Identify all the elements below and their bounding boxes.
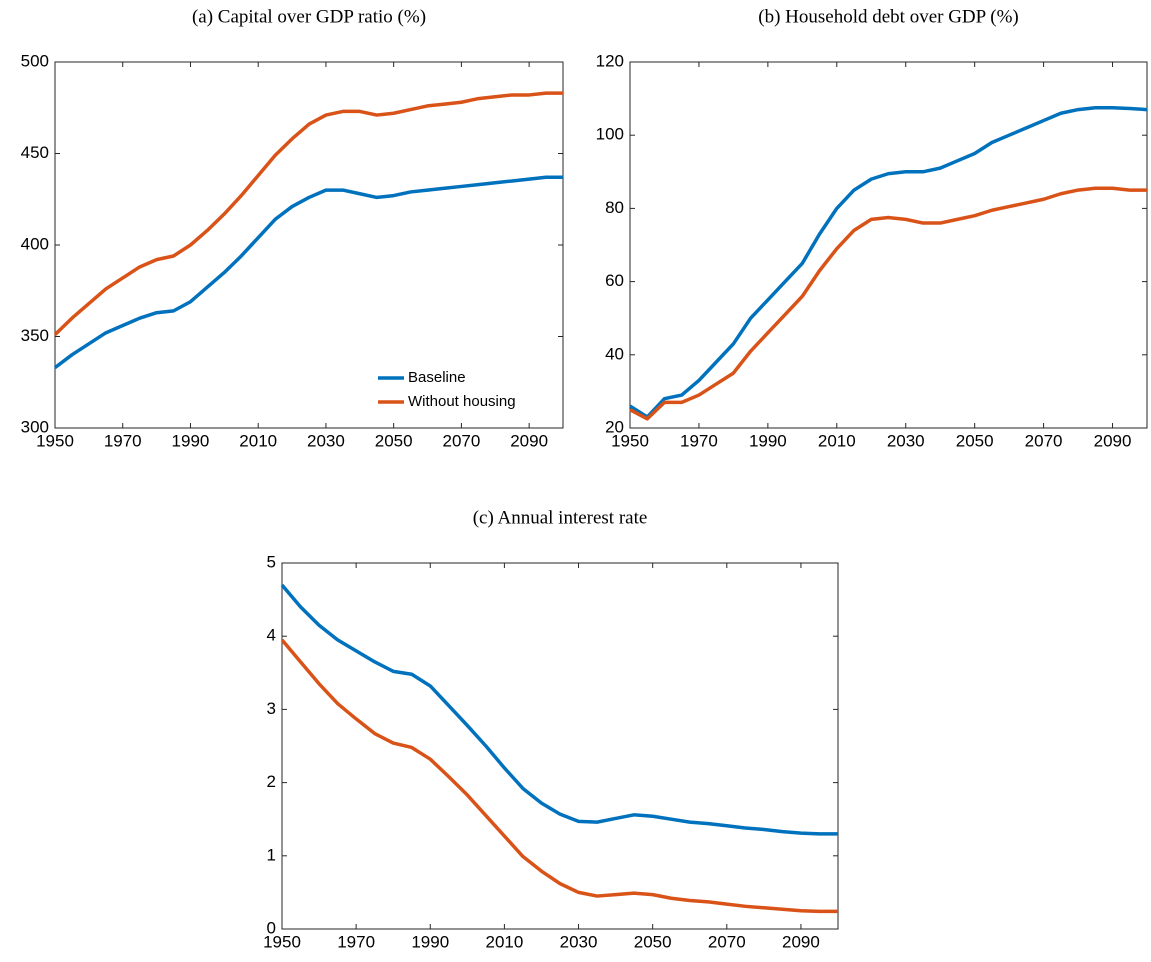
panel: (c) Annual interest rate 0 1 2 3 4 5 1950 1970 19… <box>263 507 839 951</box>
x-tick-label: 1970 <box>337 932 375 951</box>
plot-area <box>629 61 1148 429</box>
y-tick-label: 80 <box>605 198 624 217</box>
x-tick-label: 1970 <box>680 431 718 450</box>
y-tick-label: 500 <box>21 51 49 70</box>
x-tick-label: 1950 <box>36 431 74 450</box>
y-tick-label: 400 <box>21 234 49 253</box>
x-tick-label: 2050 <box>375 431 413 450</box>
data-line <box>629 106 1148 419</box>
panel: (a) Capital over GDP ratio (%) 300 350 400 4… <box>21 6 564 450</box>
x-tick-label: 1990 <box>172 431 210 450</box>
x-tick-label: 2090 <box>782 932 820 951</box>
y-tick-label: 450 <box>21 143 49 162</box>
y-tick-label: 300 <box>21 417 49 436</box>
y-tick-label: 350 <box>21 326 49 345</box>
x-tick-label: 2030 <box>560 932 598 951</box>
x-tick-label: 2050 <box>634 932 672 951</box>
y-tick-label: 40 <box>605 344 624 363</box>
legend-label: Without housing <box>408 393 516 410</box>
data-line <box>280 583 838 836</box>
x-tick-label: 1990 <box>411 932 449 951</box>
x-tick-label: 2090 <box>510 431 548 450</box>
y-tick-label: 0 <box>267 918 276 937</box>
x-tick-label: 2010 <box>485 932 523 951</box>
data-line <box>280 638 838 914</box>
y-tick-label: 5 <box>267 552 276 571</box>
data-line <box>53 175 563 370</box>
y-tick-label: 2 <box>267 772 276 791</box>
y-tick-label: 120 <box>596 51 624 70</box>
chart-title: (b) Household debt over GDP (%) <box>758 6 1019 27</box>
y-tick-label: 60 <box>605 271 624 290</box>
y-tick-label: 4 <box>267 626 276 645</box>
x-tick-label: 1970 <box>104 431 142 450</box>
data-line <box>53 91 563 336</box>
y-tick-label: 100 <box>596 125 624 144</box>
plot-area <box>281 562 839 930</box>
x-tick-label: 1950 <box>263 932 301 951</box>
x-tick-label: 2070 <box>1025 431 1063 450</box>
panel: (b) Household debt over GDP (%) 20 40 60 80 1… <box>596 6 1148 450</box>
x-tick-label: 2010 <box>818 431 856 450</box>
x-tick-label: 2030 <box>887 431 925 450</box>
x-tick-label: 2050 <box>956 431 994 450</box>
legend-label: Baseline <box>408 369 466 386</box>
y-tick-label: 3 <box>267 699 276 718</box>
x-tick-label: 1950 <box>611 431 649 450</box>
data-line <box>629 186 1147 421</box>
chart-title: (c) Annual interest rate <box>473 507 648 528</box>
y-tick-label: 20 <box>605 417 624 436</box>
x-tick-label: 2090 <box>1094 431 1132 450</box>
x-tick-label: 2030 <box>307 431 345 450</box>
x-tick-label: 2070 <box>442 431 480 450</box>
chart-title: (a) Capital over GDP ratio (%) <box>192 6 426 27</box>
y-tick-label: 1 <box>267 845 276 864</box>
x-tick-label: 2070 <box>708 932 746 951</box>
x-tick-label: 1990 <box>749 431 787 450</box>
x-tick-label: 2010 <box>239 431 277 450</box>
plot-area <box>54 61 564 429</box>
